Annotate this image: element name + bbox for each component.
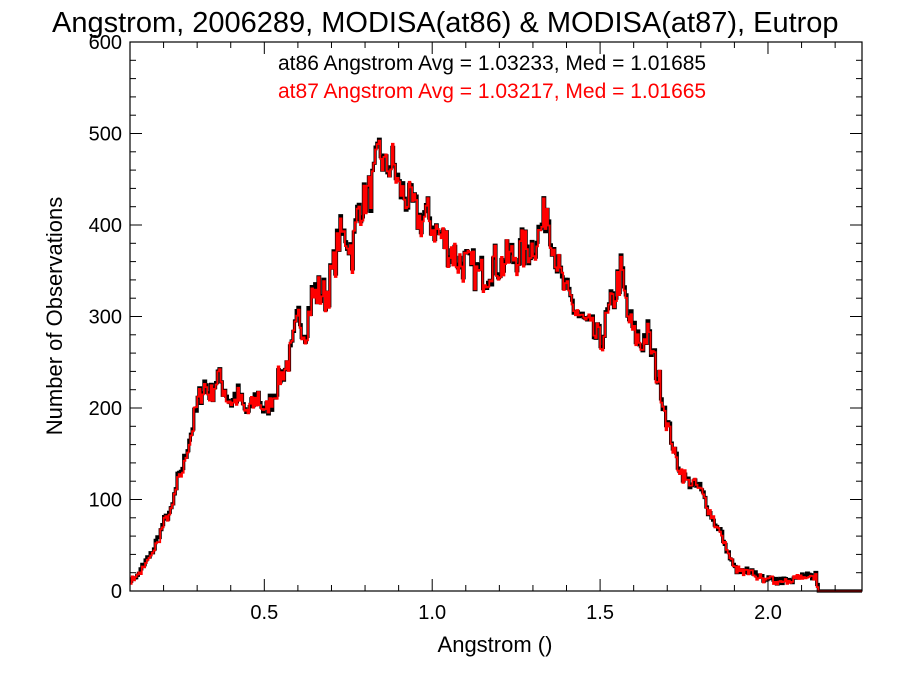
x-tick-label: 2.0 <box>754 602 782 624</box>
x-tick-label: 1.0 <box>418 602 446 624</box>
series-layer <box>130 137 862 593</box>
plot-frame <box>129 41 863 592</box>
y-tick-label: 500 <box>89 124 122 146</box>
y-tick-label: 600 <box>89 32 122 54</box>
y-tick-label: 400 <box>89 215 122 237</box>
y-tick-label: 100 <box>89 490 122 512</box>
y-axis-label: Number of Observations <box>42 197 67 435</box>
chart-title: Angstrom, 2006289, MODISA(at86) & MODISA… <box>52 7 839 39</box>
y-tick-label: 200 <box>89 398 122 420</box>
x-axis-label: Angstrom () <box>438 632 553 657</box>
legend-at87: at87 Angstrom Avg = 1.03217, Med = 1.016… <box>278 80 706 103</box>
series-at86-line <box>130 137 862 593</box>
x-tick-label: 1.5 <box>586 602 614 624</box>
y-tick-label: 300 <box>89 307 122 329</box>
x-tick-label: 0.5 <box>250 602 278 624</box>
axis-layer: 0 100 200 300 400 500 600 0.5 1.0 1.5 2.0 <box>89 32 863 624</box>
y-tick-label: 0 <box>111 581 122 603</box>
series-at87-line <box>130 139 862 592</box>
legend-at86: at86 Angstrom Avg = 1.03233, Med = 1.016… <box>278 52 706 75</box>
